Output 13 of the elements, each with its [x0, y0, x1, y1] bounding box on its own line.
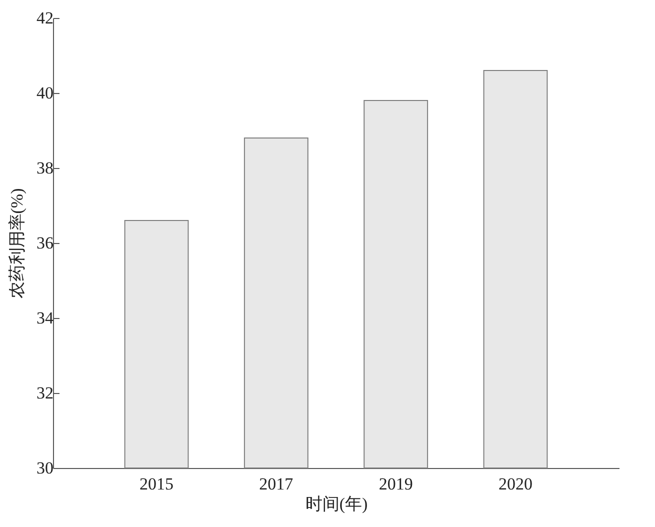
y-tick-label: 36 [36, 234, 54, 252]
x-tick-label: 2019 [378, 474, 413, 494]
x-tick-label: 2020 [498, 474, 532, 494]
y-tick-label: 32 [36, 384, 54, 402]
y-tick-label: 42 [36, 8, 54, 28]
y-axis-title: 农药利用率(%) [8, 188, 26, 299]
y-tick-label: 30 [36, 458, 54, 478]
y-tick-label: 34 [36, 308, 54, 328]
y-tick-label: 40 [36, 84, 54, 102]
x-tick-label: 2017 [259, 474, 294, 494]
y-tick-label: 38 [36, 158, 54, 178]
x-tick-label: 2015 [140, 474, 174, 494]
x-axis-title: 时间(年) [305, 494, 368, 514]
